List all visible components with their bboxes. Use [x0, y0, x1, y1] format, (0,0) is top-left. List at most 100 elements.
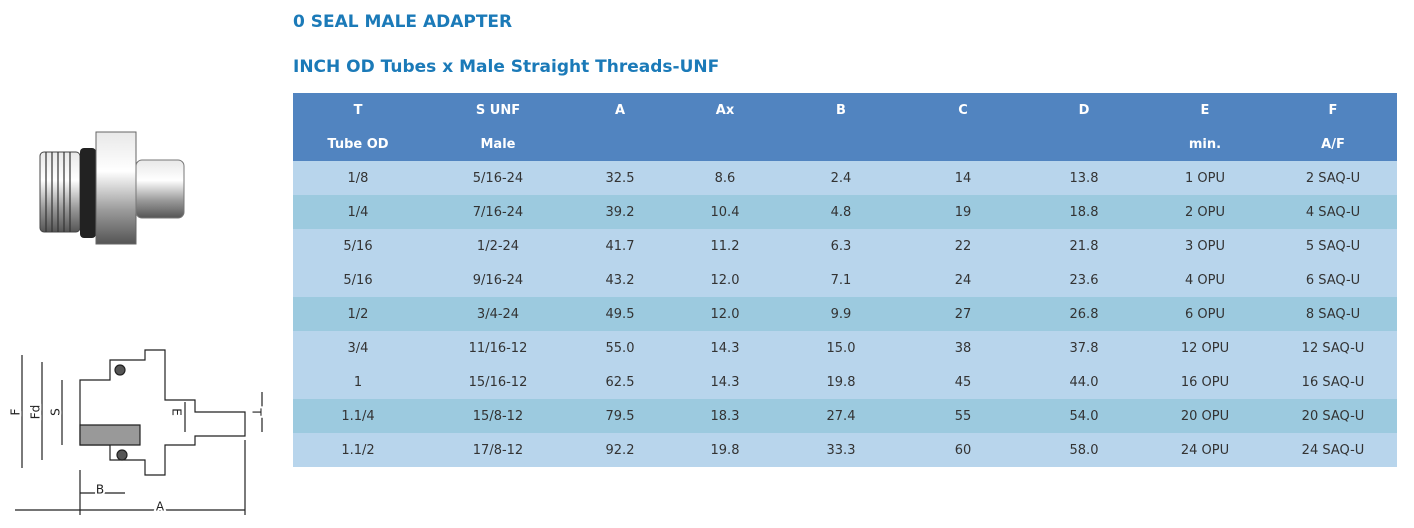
table-cell: 18.8	[1027, 195, 1141, 229]
table-cell: 24	[899, 263, 1027, 297]
table-cell: 55.0	[573, 331, 667, 365]
product-photo	[39, 131, 185, 245]
table-cell: 3 OPU	[1141, 229, 1269, 263]
drawing-label: T	[250, 407, 264, 416]
table-cell: 79.5	[573, 399, 667, 433]
table-cell: 1/4	[293, 195, 423, 229]
table-cell: 22	[899, 229, 1027, 263]
column-subheader	[783, 127, 899, 161]
table-cell: 24 OPU	[1141, 433, 1269, 467]
table-cell: 17/8-12	[423, 433, 573, 467]
table-cell: 16 OPU	[1141, 365, 1269, 399]
table-cell: 49.5	[573, 297, 667, 331]
column-header: Ax	[667, 93, 783, 127]
table-cell: 19.8	[783, 365, 899, 399]
column-header: S UNF	[423, 93, 573, 127]
table-cell: 4.8	[783, 195, 899, 229]
table-row: 1/8 5/16-24 32.5 8.6 2.4 14 13.8 1 OPU 2 SAQ-U	[293, 161, 1397, 195]
table-cell: 21.8	[1027, 229, 1141, 263]
table-cell: 9.9	[783, 297, 899, 331]
table-cell: 12.0	[667, 297, 783, 331]
table-cell: 6 OPU	[1141, 297, 1269, 331]
column-subheader	[573, 127, 667, 161]
table-cell: 11.2	[667, 229, 783, 263]
column-header: E	[1141, 93, 1269, 127]
table-cell: 12.0	[667, 263, 783, 297]
table-cell: 55	[899, 399, 1027, 433]
subtitle: INCH OD Tubes x Male Straight Threads-UN…	[293, 57, 720, 77]
table-cell: 27.4	[783, 399, 899, 433]
table-cell: 7/16-24	[423, 195, 573, 229]
drawing-label: S	[49, 408, 63, 416]
drawing-label: A	[156, 500, 165, 514]
table-cell: 1/2-24	[423, 229, 573, 263]
table-row: 1/2 3/4-24 49.5 12.0 9.9 27 26.8 6 OPU 8 SAQ-U	[293, 297, 1397, 331]
table-cell: 15.0	[783, 331, 899, 365]
table-row: 5/16 9/16-24 43.2 12.0 7.1 24 23.6 4 OPU 6 SAQ-U	[293, 263, 1397, 297]
table-cell: 16 SAQ-U	[1269, 365, 1397, 399]
table-cell: 33.3	[783, 433, 899, 467]
table-cell: 92.2	[573, 433, 667, 467]
table-cell: 15/8-12	[423, 399, 573, 433]
table-cell: 8.6	[667, 161, 783, 195]
table-cell: 20 OPU	[1141, 399, 1269, 433]
table-row: 5/16 1/2-24 41.7 11.2 6.3 22 21.8 3 OPU 5 SAQ-U	[293, 229, 1397, 263]
column-header: C	[899, 93, 1027, 127]
table-cell: 9/16-24	[423, 263, 573, 297]
table-cell: 1 OPU	[1141, 161, 1269, 195]
column-header: F	[1269, 93, 1397, 127]
table-cell: 18.3	[667, 399, 783, 433]
table-cell: 58.0	[1027, 433, 1141, 467]
column-subheader	[899, 127, 1027, 161]
table-cell: 3/4	[293, 331, 423, 365]
table-cell: 6 SAQ-U	[1269, 263, 1397, 297]
title: 0 SEAL MALE ADAPTER	[293, 12, 513, 32]
table-cell: 2 SAQ-U	[1269, 161, 1397, 195]
drawing-label: F	[9, 408, 23, 415]
table-cell: 43.2	[573, 263, 667, 297]
table-cell: 15/16-12	[423, 365, 573, 399]
table-cell: 41.7	[573, 229, 667, 263]
technical-drawing	[15, 349, 263, 515]
table-cell: 27	[899, 297, 1027, 331]
drawing-label: E	[170, 408, 184, 416]
column-subheader	[667, 127, 783, 161]
table-cell: 20 SAQ-U	[1269, 399, 1397, 433]
table-cell: 19	[899, 195, 1027, 229]
table-body: 1/8 5/16-24 32.5 8.6 2.4 14 13.8 1 OPU 2 SAQ-U 1/…	[293, 161, 1397, 467]
drawing-label: B	[96, 483, 104, 497]
table-cell: 7.1	[783, 263, 899, 297]
table-cell: 10.4	[667, 195, 783, 229]
table-cell: 5/16-24	[423, 161, 573, 195]
table-cell: 13.8	[1027, 161, 1141, 195]
table-cell: 5/16	[293, 263, 423, 297]
table-cell: 54.0	[1027, 399, 1141, 433]
column-header: B	[783, 93, 899, 127]
table-row: 1/4 7/16-24 39.2 10.4 4.8 19 18.8 2 OPU 4 SAQ-U	[293, 195, 1397, 229]
table-cell: 45	[899, 365, 1027, 399]
table-cell: 60	[899, 433, 1027, 467]
drawing-label: Fd	[29, 405, 43, 420]
product-illustrations: F Fd S E T B A	[7, 131, 266, 516]
table-cell: 5 SAQ-U	[1269, 229, 1397, 263]
table-cell: 1/8	[293, 161, 423, 195]
table-cell: 11/16-12	[423, 331, 573, 365]
table-cell: 3/4-24	[423, 297, 573, 331]
table-cell: 5/16	[293, 229, 423, 263]
column-subheader	[1027, 127, 1141, 161]
subheader-row: Tube OD Male min. A/F	[293, 127, 1397, 161]
table-cell: 23.6	[1027, 263, 1141, 297]
table-cell: 1.1/2	[293, 433, 423, 467]
table-cell: 12 SAQ-U	[1269, 331, 1397, 365]
table-row: 1 15/16-12 62.5 14.3 19.8 45 44.0 16 OPU 16 SAQ-…	[293, 365, 1397, 399]
table-cell: 24 SAQ-U	[1269, 433, 1397, 467]
table-cell: 39.2	[573, 195, 667, 229]
table-cell: 14.3	[667, 365, 783, 399]
table-cell: 44.0	[1027, 365, 1141, 399]
table-cell: 62.5	[573, 365, 667, 399]
table-cell: 37.8	[1027, 331, 1141, 365]
table-cell: 12 OPU	[1141, 331, 1269, 365]
